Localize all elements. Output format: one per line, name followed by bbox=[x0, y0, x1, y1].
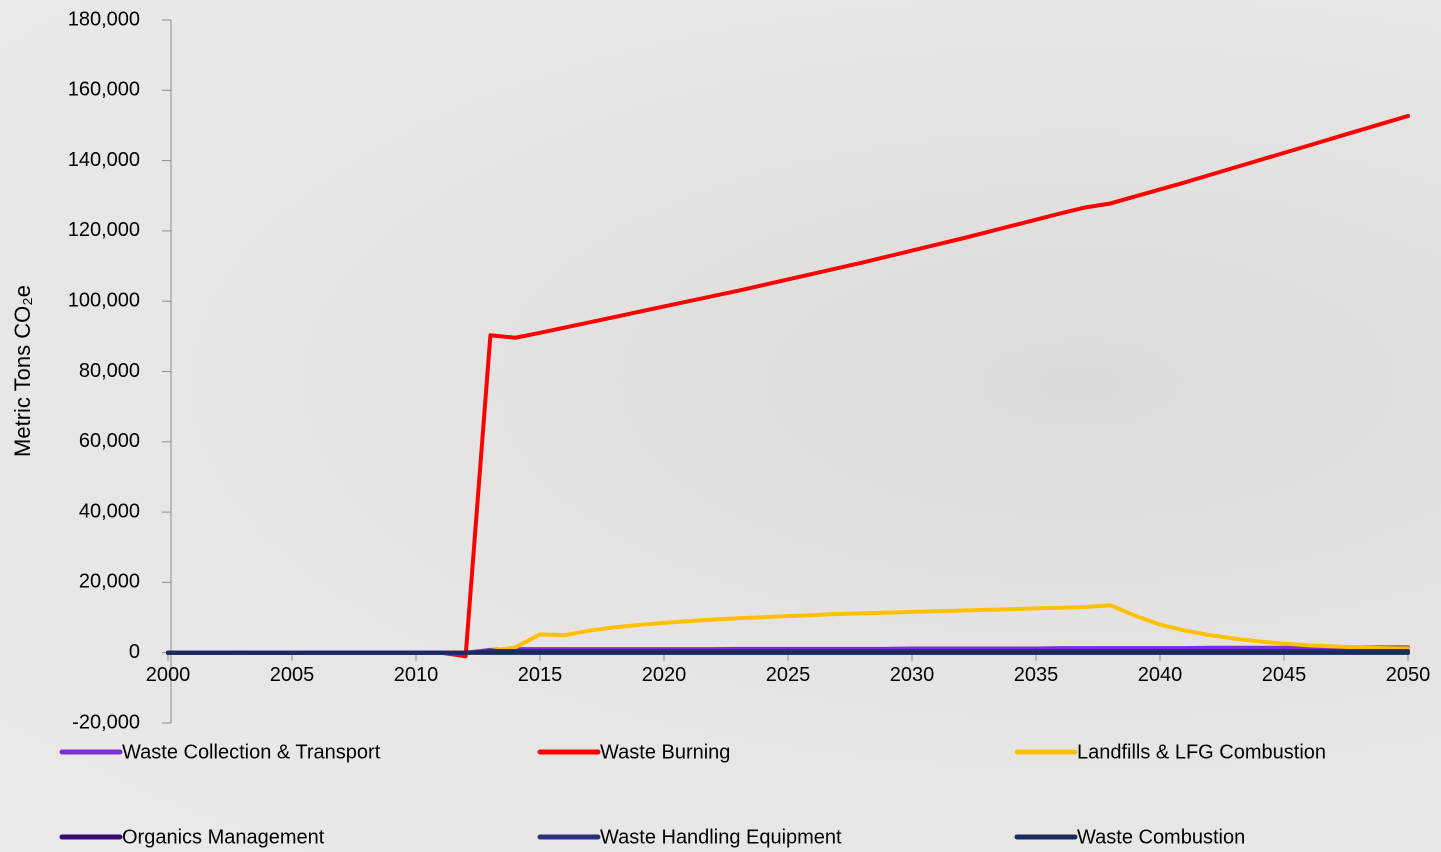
x-tick-label: 2015 bbox=[518, 664, 563, 686]
y-tick-label: 160,000 bbox=[68, 79, 140, 101]
y-tick-label: 140,000 bbox=[68, 149, 140, 171]
x-tick-label: 2045 bbox=[1262, 664, 1307, 686]
y-tick-label: 100,000 bbox=[68, 289, 140, 311]
x-tick-label: 2030 bbox=[890, 664, 935, 686]
legend-label: Landfills & LFG Combustion bbox=[1077, 741, 1326, 763]
legend-label: Waste Burning bbox=[600, 741, 730, 763]
legend-label: Waste Handling Equipment bbox=[600, 826, 842, 848]
legend-label: Organics Management bbox=[122, 826, 325, 848]
y-tick-label: 60,000 bbox=[79, 430, 140, 452]
y-tick-label: 0 bbox=[129, 641, 140, 663]
x-tick-label: 2000 bbox=[146, 664, 191, 686]
x-tick-label: 2025 bbox=[766, 664, 811, 686]
x-tick-label: 2040 bbox=[1138, 664, 1183, 686]
legend-label: Waste Combustion bbox=[1077, 826, 1245, 848]
series-line bbox=[166, 113, 1410, 659]
y-tick-label: 120,000 bbox=[68, 219, 140, 241]
x-tick-label: 2005 bbox=[270, 664, 315, 686]
legend-label: Waste Collection & Transport bbox=[122, 741, 381, 763]
x-tick-label: 2035 bbox=[1014, 664, 1059, 686]
series-line bbox=[166, 603, 1410, 655]
y-tick-label: 80,000 bbox=[79, 360, 140, 382]
y-tick-label: 180,000 bbox=[68, 8, 140, 30]
y-tick-label: -20,000 bbox=[72, 711, 140, 733]
y-axis-title: Metric Tons CO₂e bbox=[10, 285, 35, 457]
x-tick-label: 2010 bbox=[394, 664, 439, 686]
y-tick-label: 20,000 bbox=[79, 571, 140, 593]
x-tick-label: 2020 bbox=[642, 664, 687, 686]
x-tick-label: 2050 bbox=[1386, 664, 1431, 686]
y-tick-label: 40,000 bbox=[79, 500, 140, 522]
